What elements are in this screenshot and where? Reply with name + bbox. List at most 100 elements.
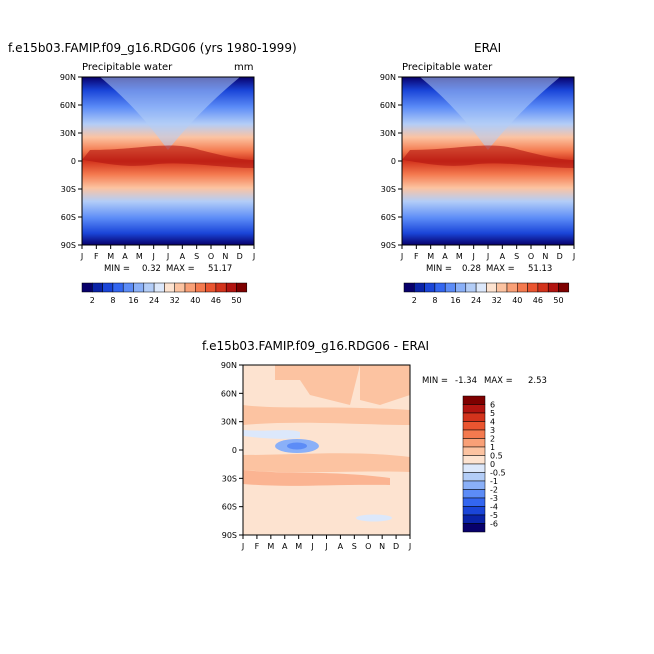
colorbar-box <box>102 282 114 293</box>
x-tick-label: M <box>267 542 274 551</box>
panel-model-subtitle: Precipitable water <box>82 62 173 73</box>
panel-difference-max-label: MAX = <box>484 376 513 386</box>
colorbar-label: 2 <box>490 435 495 444</box>
y-tick-label: 90N <box>380 73 396 82</box>
panel-model-min-value: 0.32 <box>142 264 161 274</box>
panel-difference-sh-peak-band <box>243 470 390 486</box>
panel-erai: ERAI Precipitable water 90N 60N 30N 0 30S 60S… <box>380 41 575 305</box>
panel-erai-max-value: 51.13 <box>528 264 552 274</box>
x-tick-label: N <box>379 542 385 551</box>
colorbar-box <box>475 282 487 293</box>
x-tick-label: N <box>542 252 548 261</box>
x-tick-label: D <box>237 252 243 261</box>
colorbar-box <box>184 282 196 293</box>
x-tick-label: M <box>136 252 143 261</box>
colorbar-label: -2 <box>490 486 498 495</box>
panel-difference-subtropic-band <box>243 405 410 425</box>
y-tick-label: 90S <box>222 531 237 540</box>
x-tick-label: A <box>122 252 128 261</box>
panel-model-title: f.e15b03.FAMIP.f09_g16.RDG06 (yrs 1980-1… <box>8 41 297 55</box>
colorbar-box <box>205 282 217 293</box>
x-tick-label: M <box>107 252 114 261</box>
y-tick-label: 90N <box>60 73 76 82</box>
colorbar-box <box>462 412 486 422</box>
x-tick-label: A <box>180 252 186 261</box>
y-tick-label: 30N <box>60 129 76 138</box>
colorbar-box <box>462 506 486 516</box>
x-tick-label: A <box>500 252 506 261</box>
y-tick-label: 30N <box>380 129 396 138</box>
colorbar-label: 8 <box>110 296 115 305</box>
colorbar-label: -1 <box>490 477 498 486</box>
x-tick-label: S <box>352 542 357 551</box>
colorbar-label: 50 <box>553 296 563 305</box>
x-tick-label: S <box>514 252 519 261</box>
colorbar-label: 32 <box>170 296 180 305</box>
panel-difference-title: f.e15b03.FAMIP.f09_g16.RDG06 - ERAI <box>202 339 429 353</box>
x-tick-label: F <box>255 542 260 551</box>
x-tick-label: J <box>324 542 327 551</box>
colorbar-box <box>414 282 425 293</box>
x-tick-label: J <box>408 542 411 551</box>
x-tick-label: J <box>400 252 403 261</box>
x-tick-label: J <box>241 542 244 551</box>
x-tick-label: J <box>80 252 83 261</box>
colorbar-box <box>462 404 486 414</box>
colorbar-box <box>153 282 165 293</box>
colorbar-box <box>462 446 486 456</box>
panel-model-nh-moist-tongue <box>100 77 240 150</box>
x-tick-label: N <box>222 252 228 261</box>
colorbar-label: 16 <box>128 296 138 305</box>
colorbar-box <box>174 282 186 293</box>
colorbar-box <box>403 282 415 293</box>
x-tick-label: O <box>208 252 214 261</box>
panel-difference-max-value: 2.53 <box>528 376 547 386</box>
y-tick-label: 60S <box>61 213 76 222</box>
panel-difference-nh-east-patch <box>360 365 410 405</box>
colorbar-box <box>215 282 227 293</box>
x-tick-label: M <box>295 542 302 551</box>
panel-model-tropical-max <box>82 145 254 168</box>
panel-erai-min-value: 0.28 <box>462 264 481 274</box>
colorbar-box <box>164 282 175 293</box>
colorbar-label: -3 <box>490 494 498 503</box>
panel-model-max-label: MAX = <box>166 264 195 274</box>
colorbar-box <box>506 282 518 293</box>
panel-difference-y-ticks: 90N 60N 30N 0 30S 60S 90S <box>221 361 243 540</box>
x-tick-label: A <box>338 542 344 551</box>
colorbar-box <box>143 282 155 293</box>
colorbar-box <box>462 472 486 482</box>
y-tick-label: 60N <box>380 101 396 110</box>
colorbar-box <box>225 282 237 293</box>
panel-model-y-ticks: 90N 60N 30N 0 30S 60S 90S <box>60 73 82 250</box>
colorbar-label: -0.5 <box>490 469 506 478</box>
y-tick-label: 60S <box>381 213 396 222</box>
colorbar-label: -4 <box>490 503 498 512</box>
panel-difference-sh-positive-band <box>243 453 410 473</box>
colorbar-box <box>462 489 486 499</box>
y-tick-label: 90S <box>381 241 396 250</box>
colorbar-label: 40 <box>512 296 522 305</box>
colorbar-box <box>462 455 486 465</box>
y-tick-label: 30S <box>381 185 396 194</box>
x-tick-label: S <box>194 252 199 261</box>
colorbar-box <box>92 282 103 293</box>
x-tick-label: D <box>557 252 563 261</box>
colorbar-label: 16 <box>450 296 460 305</box>
x-tick-label: J <box>486 252 489 261</box>
y-tick-label: 30N <box>221 418 237 427</box>
colorbar-box <box>517 282 528 293</box>
panel-erai-colorbar: 2 8 16 24 32 40 46 50 <box>403 282 570 305</box>
colorbar-label: -5 <box>490 511 498 520</box>
y-tick-label: 90S <box>61 241 76 250</box>
colorbar-box <box>462 514 486 524</box>
x-tick-label: M <box>427 252 434 261</box>
y-tick-label: 60N <box>221 389 237 398</box>
x-tick-label: F <box>414 252 419 261</box>
colorbar-box <box>462 497 486 507</box>
panel-erai-plot <box>401 76 575 246</box>
colorbar-box <box>195 282 206 293</box>
panel-model: f.e15b03.FAMIP.f09_g16.RDG06 (yrs 1980-1… <box>8 41 297 305</box>
